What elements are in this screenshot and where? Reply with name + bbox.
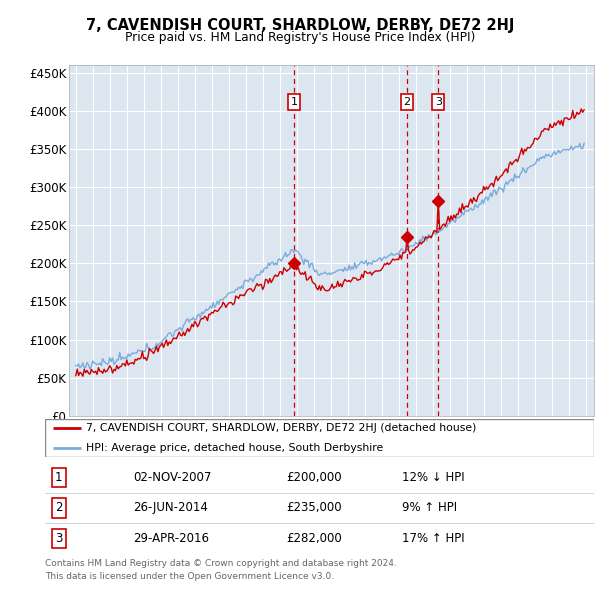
Text: 2: 2: [403, 97, 410, 107]
Text: 1: 1: [290, 97, 298, 107]
Text: 29-APR-2016: 29-APR-2016: [133, 532, 209, 545]
Text: 7, CAVENDISH COURT, SHARDLOW, DERBY, DE72 2HJ (detached house): 7, CAVENDISH COURT, SHARDLOW, DERBY, DE7…: [86, 424, 476, 434]
Text: 26-JUN-2014: 26-JUN-2014: [133, 502, 208, 514]
FancyBboxPatch shape: [45, 419, 594, 457]
Text: £282,000: £282,000: [287, 532, 343, 545]
Text: This data is licensed under the Open Government Licence v3.0.: This data is licensed under the Open Gov…: [45, 572, 334, 581]
Text: Contains HM Land Registry data © Crown copyright and database right 2024.: Contains HM Land Registry data © Crown c…: [45, 559, 397, 568]
Text: Price paid vs. HM Land Registry's House Price Index (HPI): Price paid vs. HM Land Registry's House …: [125, 31, 475, 44]
Text: £200,000: £200,000: [287, 471, 342, 484]
Text: 9% ↑ HPI: 9% ↑ HPI: [402, 502, 457, 514]
Text: £235,000: £235,000: [287, 502, 342, 514]
Text: 3: 3: [434, 97, 442, 107]
Text: 17% ↑ HPI: 17% ↑ HPI: [402, 532, 464, 545]
Text: HPI: Average price, detached house, South Derbyshire: HPI: Average price, detached house, Sout…: [86, 442, 383, 453]
Text: 12% ↓ HPI: 12% ↓ HPI: [402, 471, 464, 484]
Text: 1: 1: [55, 471, 62, 484]
Text: 2: 2: [55, 502, 62, 514]
Text: 7, CAVENDISH COURT, SHARDLOW, DERBY, DE72 2HJ: 7, CAVENDISH COURT, SHARDLOW, DERBY, DE7…: [86, 18, 514, 32]
Text: 3: 3: [55, 532, 62, 545]
Text: 02-NOV-2007: 02-NOV-2007: [133, 471, 211, 484]
